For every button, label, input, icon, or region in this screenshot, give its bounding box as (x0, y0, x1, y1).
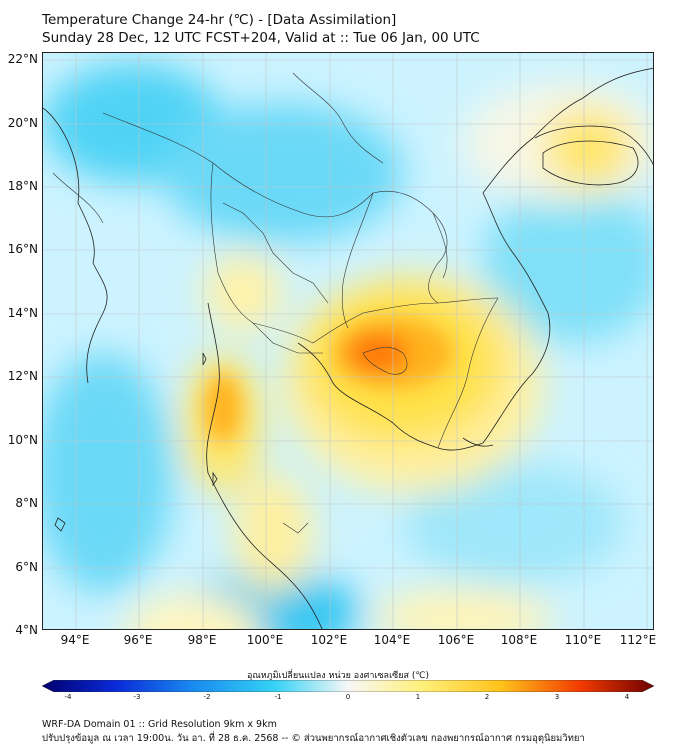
map-canvas (43, 53, 653, 629)
lon-label-112e: 112°E (619, 633, 657, 647)
colorbar-tick: -3 (133, 693, 141, 701)
colorbar-tick: 1 (415, 693, 421, 701)
colorbar-label: อุณหภูมิเปลี่ยนแปลง หน่วย องศาเซลเซียส (… (246, 671, 430, 681)
footer-domain-info: WRF-DA Domain 01 :: Grid Resolution 9km … (42, 719, 277, 730)
lon-label-100e: 100°E (246, 633, 284, 647)
lat-label-18n: 18°N (7, 179, 38, 193)
colorbar-tick: 3 (554, 693, 560, 701)
lat-label-10n: 10°N (7, 433, 38, 447)
colorbar-tick: -1 (274, 693, 282, 701)
colorbar (42, 680, 654, 692)
lat-label-8n: 8°N (15, 496, 38, 510)
lat-label-14n: 14°N (7, 306, 38, 320)
title-line-2: Sunday 28 Dec, 12 UTC FCST+204, Valid at… (42, 30, 480, 46)
colorbar-tick: -2 (203, 693, 211, 701)
lat-label-12n: 12°N (7, 369, 38, 383)
title-line-1: Temperature Change 24-hr (℃) - [Data Ass… (42, 12, 397, 28)
lon-label-102e: 102°E (310, 633, 348, 647)
lon-label-106e: 106°E (437, 633, 475, 647)
lat-label-4n: 4°N (15, 623, 38, 637)
colorbar-tick: 4 (624, 693, 630, 701)
lon-label-96e: 96°E (123, 633, 153, 647)
temperature-change-map[interactable] (42, 52, 654, 630)
colorbar-tick: -4 (64, 693, 72, 701)
map-title: Temperature Change 24-hr (℃) - [Data Ass… (42, 11, 480, 47)
lon-label-94e: 94°E (60, 633, 90, 647)
lon-label-110e: 110°E (564, 633, 602, 647)
colorbar-tick: 2 (484, 693, 490, 701)
borders (52, 72, 499, 534)
lat-label-20n: 20°N (7, 116, 38, 130)
lon-label-98e: 98°E (187, 633, 217, 647)
coastlines (43, 67, 653, 629)
colorbar-tick: 0 (345, 693, 351, 701)
lat-label-22n: 22°N (7, 52, 38, 66)
graticule (43, 53, 653, 629)
lon-label-108e: 108°E (500, 633, 538, 647)
lat-label-6n: 6°N (15, 560, 38, 574)
lon-label-104e: 104°E (373, 633, 411, 647)
footer-credit: ปรับปรุงข้อมูล ณ เวลา 19:00น. วัน อา. ที… (42, 733, 585, 744)
lat-label-16n: 16°N (7, 242, 38, 256)
